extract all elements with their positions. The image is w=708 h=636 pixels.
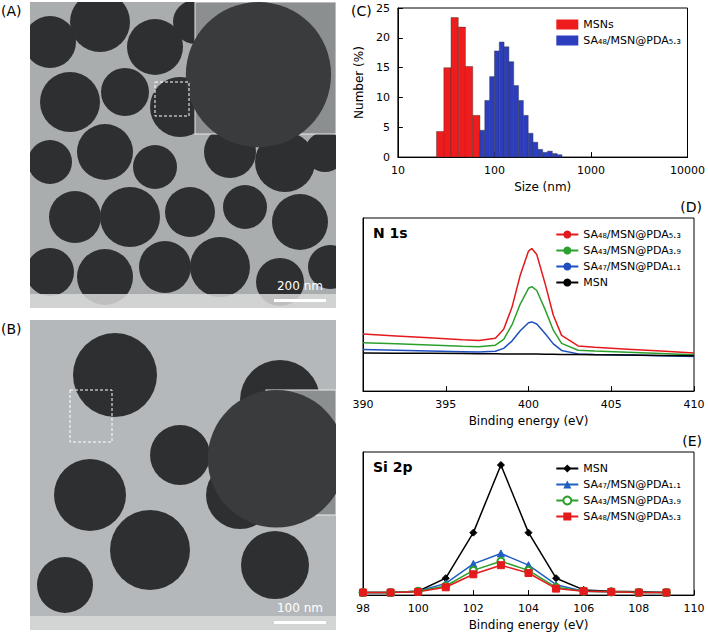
svg-text:102: 102: [463, 602, 484, 615]
svg-text:(A): (A): [1, 3, 22, 19]
svg-text:20: 20: [376, 31, 390, 44]
svg-text:Si 2p: Si 2p: [373, 459, 413, 475]
svg-text:Binding energy (eV): Binding energy (eV): [469, 618, 589, 632]
svg-text:(D): (D): [680, 199, 702, 215]
svg-text:410: 410: [684, 398, 705, 411]
svg-text:108: 108: [628, 602, 649, 615]
svg-text:10000: 10000: [670, 164, 705, 177]
svg-text:SA₄₈/MSN@PDA₅.₃: SA₄₈/MSN@PDA₅.₃: [583, 34, 681, 47]
svg-text:10: 10: [391, 164, 405, 177]
svg-text:MSN: MSN: [583, 462, 608, 475]
svg-text:100: 100: [484, 164, 505, 177]
svg-text:0: 0: [383, 151, 390, 164]
svg-text:25: 25: [376, 2, 390, 15]
svg-text:(E): (E): [682, 433, 702, 449]
svg-text:Size (nm): Size (nm): [514, 180, 571, 194]
svg-text:SA₄₃/MSN@PDA₃.₉: SA₄₃/MSN@PDA₃.₉: [583, 494, 681, 507]
svg-text:405: 405: [601, 398, 622, 411]
svg-text:SA₄₈/MSN@PDA₅.₃: SA₄₈/MSN@PDA₅.₃: [583, 228, 681, 241]
svg-text:100 nm: 100 nm: [277, 601, 323, 615]
svg-text:(B): (B): [1, 321, 22, 337]
svg-text:395: 395: [435, 398, 456, 411]
svg-text:Number (%): Number (%): [352, 46, 366, 119]
svg-text:MSNs: MSNs: [583, 18, 614, 31]
svg-text:SA₄₃/MSN@PDA₃.₉: SA₄₃/MSN@PDA₃.₉: [583, 244, 681, 257]
svg-text:106: 106: [573, 602, 594, 615]
svg-text:SA₄₇/MSN@PDA₁.₁: SA₄₇/MSN@PDA₁.₁: [583, 260, 681, 273]
svg-text:SA₄₈/MSN@PDA₅.₃: SA₄₈/MSN@PDA₅.₃: [583, 510, 681, 523]
svg-text:N 1s: N 1s: [373, 225, 408, 241]
svg-text:Binding energy (eV): Binding energy (eV): [469, 414, 589, 428]
svg-text:390: 390: [353, 398, 374, 411]
svg-text:1000: 1000: [577, 164, 605, 177]
svg-text:10: 10: [376, 91, 390, 104]
svg-text:98: 98: [356, 602, 370, 615]
svg-text:MSN: MSN: [583, 276, 608, 289]
svg-text:100: 100: [408, 602, 429, 615]
svg-text:200 nm: 200 nm: [277, 279, 323, 293]
svg-text:104: 104: [518, 602, 539, 615]
svg-text:5: 5: [383, 121, 390, 134]
svg-text:400: 400: [518, 398, 539, 411]
svg-text:15: 15: [376, 61, 390, 74]
svg-text:(C): (C): [351, 3, 372, 19]
svg-text:SA₄₇/MSN@PDA₁.₁: SA₄₇/MSN@PDA₁.₁: [583, 478, 681, 491]
svg-text:110: 110: [684, 602, 705, 615]
